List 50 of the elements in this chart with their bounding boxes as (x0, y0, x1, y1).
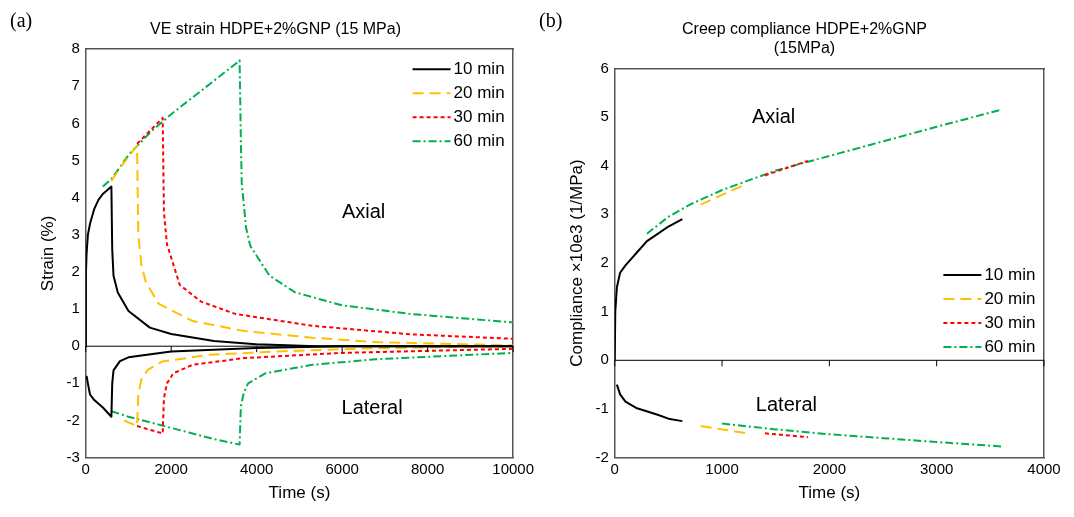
x-tick-label: 10000 (492, 459, 534, 477)
y-tick-label: -1 (66, 373, 80, 391)
legend-label: 20 min (984, 288, 1036, 308)
chart-title: VE strain HDPE+2%GNP (15 MPa) (150, 20, 401, 38)
x-axis-title: Time (s) (798, 483, 861, 503)
text: (a) (10, 9, 33, 33)
legend-label: 10 min (453, 59, 505, 79)
legend-label: 30 min (984, 312, 1036, 332)
legend-label: 60 min (984, 336, 1036, 356)
x-tick-label: 4000 (1027, 459, 1061, 477)
y-tick-label: 7 (71, 76, 80, 94)
y-tick-label: 0 (71, 336, 80, 354)
legend-label: 10 min (984, 264, 1036, 284)
y-tick-label: 5 (600, 107, 609, 125)
y-tick-label: 4 (71, 187, 80, 205)
annotation: Lateral (341, 396, 403, 419)
annotation: Lateral (755, 392, 818, 415)
x-tick-label: 4000 (240, 459, 274, 477)
y-tick-label: 8 (71, 39, 80, 57)
x-tick-label: 2000 (812, 459, 847, 477)
x-tick-label: 3000 (920, 459, 954, 477)
y-tick-label: 1 (71, 299, 80, 317)
legend-label: 60 min (453, 131, 505, 151)
y-axis-title: Compliance ×10e3 (1/MPa) (566, 159, 586, 367)
legend-label: 30 min (453, 107, 505, 127)
y-tick-label: 3 (600, 204, 609, 222)
chart-title: Creep compliance HDPE+2%GNP (15MPa) (682, 20, 927, 57)
y-tick-label: 4 (600, 155, 609, 173)
y-tick-label: 1 (600, 301, 609, 319)
y-tick-label: 2 (600, 253, 609, 271)
y-tick-label: 2 (71, 262, 80, 280)
x-tick-label: 8000 (410, 459, 445, 477)
legend-label: 20 min (453, 83, 505, 103)
x-tick-label: 6000 (325, 459, 359, 477)
y-tick-label: 6 (600, 58, 609, 76)
y-tick-label: 5 (71, 150, 80, 168)
y-tick-label: -3 (66, 447, 80, 465)
x-axis-title: Time (s) (268, 483, 331, 503)
y-tick-label: 3 (71, 224, 80, 242)
y-axis-title: Strain (%) (37, 215, 57, 292)
y-tick-label: 0 (600, 350, 609, 368)
x-tick-label: 2000 (154, 459, 188, 477)
y-tick-label: -2 (66, 410, 80, 428)
annotation: Axial (341, 200, 386, 223)
text: (b) (539, 9, 563, 33)
y-tick-label: 6 (71, 113, 80, 131)
x-tick-label: 1000 (705, 459, 739, 477)
y-tick-label: -2 (595, 447, 609, 465)
y-tick-label: -1 (595, 399, 609, 417)
annotation: Axial (751, 104, 796, 127)
